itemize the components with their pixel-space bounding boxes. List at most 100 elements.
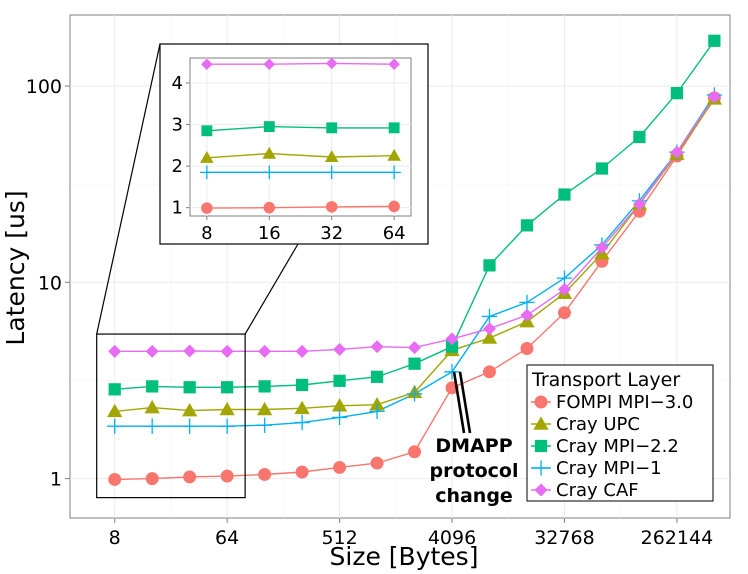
x-tick-label: 64 bbox=[215, 527, 239, 549]
series-point bbox=[534, 483, 548, 497]
series-point bbox=[520, 342, 534, 355]
series-point bbox=[520, 219, 534, 232]
series-point bbox=[295, 465, 309, 479]
series-point bbox=[333, 460, 347, 474]
y-tick-label: 10 bbox=[38, 272, 62, 294]
series-point bbox=[256, 401, 273, 416]
legend-entry-label: FOMPI MPI−3.0 bbox=[556, 392, 693, 413]
series-point bbox=[388, 122, 400, 134]
series-point bbox=[219, 418, 235, 434]
series-point bbox=[519, 294, 535, 311]
series-point bbox=[369, 403, 385, 420]
series-point bbox=[595, 162, 609, 175]
series-point bbox=[258, 344, 272, 358]
series-point bbox=[445, 332, 459, 346]
series-point bbox=[200, 150, 214, 163]
x-tick-label: 32768 bbox=[534, 527, 594, 549]
series-point bbox=[145, 472, 159, 486]
series-point bbox=[295, 378, 309, 392]
y-tick-label: 100 bbox=[26, 76, 62, 98]
legend-entry-label: Cray MPI−1 bbox=[556, 458, 662, 479]
series-point bbox=[294, 414, 310, 431]
series-point bbox=[263, 201, 276, 214]
series-point bbox=[632, 197, 646, 211]
series-point bbox=[326, 122, 338, 134]
series-point bbox=[388, 58, 400, 70]
series-point bbox=[263, 58, 276, 70]
series-point bbox=[408, 357, 421, 370]
series-point bbox=[333, 374, 346, 387]
series-point bbox=[370, 370, 384, 383]
series-point bbox=[108, 383, 121, 396]
series-point bbox=[483, 365, 496, 379]
inset-series-line bbox=[206, 62, 395, 65]
series-point bbox=[520, 308, 534, 322]
series-point bbox=[633, 130, 646, 144]
series-point bbox=[144, 418, 160, 434]
series-point bbox=[144, 399, 160, 414]
axis-ticks: 8 64 512 4096 32768 262144 1 10 100 bbox=[26, 76, 713, 549]
series-point bbox=[708, 34, 721, 47]
series-point bbox=[406, 386, 423, 402]
zoom-box bbox=[96, 333, 246, 499]
series-point bbox=[220, 344, 234, 358]
annotation-text: DMAPP bbox=[435, 435, 512, 457]
annotation-arrow bbox=[452, 371, 466, 434]
series-point bbox=[670, 145, 684, 159]
annotation-text: change bbox=[435, 485, 513, 507]
legend-entry-label: Cray UPC bbox=[556, 414, 640, 435]
series-point bbox=[408, 445, 422, 459]
series-point bbox=[408, 341, 422, 355]
series-point bbox=[108, 472, 122, 486]
inset-series-line bbox=[206, 125, 395, 132]
series-point bbox=[370, 340, 384, 354]
series-point bbox=[183, 470, 197, 484]
legend-entry-label: Cray MPI−2.2 bbox=[556, 436, 679, 457]
series-point bbox=[201, 58, 213, 70]
inset-x-tick-label: 32 bbox=[320, 223, 343, 244]
x-tick-label: 512 bbox=[321, 527, 357, 549]
series-point bbox=[324, 150, 339, 163]
series-point bbox=[333, 342, 347, 356]
series-point bbox=[201, 202, 213, 214]
series-point bbox=[183, 344, 197, 358]
series-point bbox=[262, 146, 277, 159]
x-tick-label: 8 bbox=[109, 527, 121, 549]
zoom-connector bbox=[244, 243, 299, 335]
inset-series-line bbox=[206, 152, 395, 159]
series-point bbox=[324, 165, 339, 180]
series-point bbox=[369, 397, 385, 411]
series-point bbox=[262, 165, 277, 180]
inset-plot-panel: 8 16 32 64 1 2 3 4 bbox=[96, 43, 429, 335]
series-point bbox=[533, 416, 549, 430]
series-point bbox=[483, 259, 496, 272]
inset-series-line bbox=[206, 205, 395, 209]
series-point bbox=[331, 409, 348, 426]
series-point bbox=[444, 364, 460, 380]
series-point bbox=[201, 125, 213, 137]
series-point bbox=[258, 380, 271, 393]
series-point bbox=[534, 395, 548, 409]
inset-y-tick-label: 2 bbox=[172, 156, 183, 177]
series-point bbox=[182, 418, 198, 434]
inset-y-tick-label: 4 bbox=[172, 73, 183, 94]
x-tick-label: 262144 bbox=[641, 527, 714, 549]
legend-box bbox=[526, 364, 714, 502]
inset-x-tick-label: 64 bbox=[383, 223, 406, 244]
inset-series-group bbox=[200, 57, 401, 214]
series-point bbox=[331, 398, 348, 412]
series-group bbox=[107, 34, 723, 486]
series-point bbox=[670, 86, 684, 100]
series-point bbox=[707, 90, 721, 104]
x-tick-label: 4096 bbox=[428, 527, 476, 549]
series-point bbox=[221, 381, 234, 394]
series-point bbox=[481, 308, 498, 325]
legend-entry-label: Cray CAF bbox=[556, 480, 639, 501]
dmapp-annotation: DMAPP protocol change bbox=[430, 371, 519, 507]
inset-y-tick-label: 1 bbox=[172, 198, 183, 219]
x-axis-title: Size [Bytes] bbox=[330, 542, 479, 571]
series-point bbox=[325, 57, 338, 70]
series-point bbox=[107, 418, 123, 434]
series-point bbox=[263, 121, 275, 133]
